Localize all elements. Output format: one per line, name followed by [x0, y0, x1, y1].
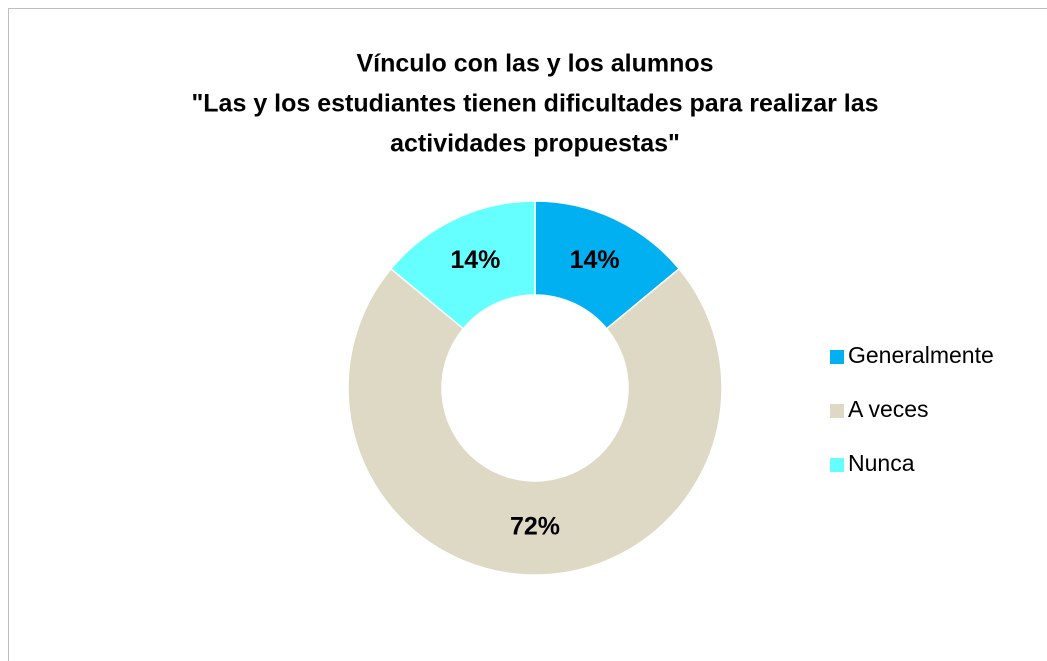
- chart-title: "Las y los estudiantes tienen dificultad…: [191, 90, 878, 118]
- donut-slice: [389, 200, 536, 330]
- data-label: 14%: [450, 246, 500, 274]
- legend-swatch: [830, 350, 844, 364]
- donut-slice: [347, 267, 723, 576]
- legend-swatch: [830, 458, 844, 472]
- legend-label: Generalmente: [848, 342, 994, 368]
- data-label: 72%: [510, 513, 560, 541]
- chart-title: actividades propuestas": [390, 130, 680, 158]
- legend-label: Nunca: [848, 450, 915, 476]
- legend-label: A veces: [848, 396, 929, 422]
- legend-swatch: [830, 404, 844, 418]
- chart-title: Vínculo con las y los alumnos: [356, 50, 713, 78]
- data-label: 14%: [570, 246, 620, 274]
